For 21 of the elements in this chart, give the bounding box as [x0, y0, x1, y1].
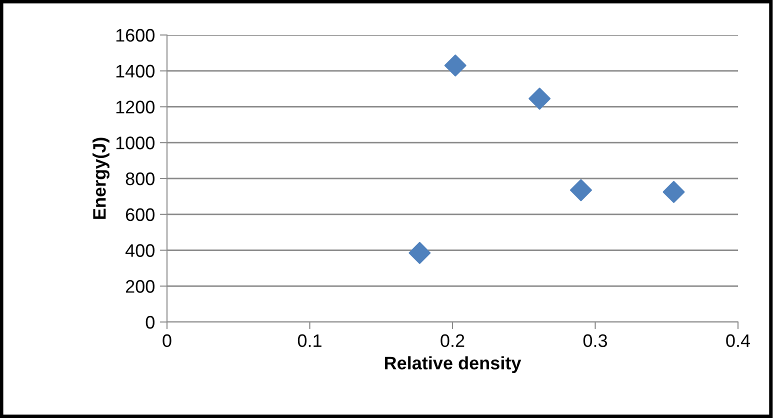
- x-tick-label: 0.2: [440, 334, 464, 348]
- x-axis-title: Relative density: [384, 356, 522, 374]
- y-tick-label: 1600: [116, 28, 154, 42]
- x-tick-label: 0: [162, 334, 172, 348]
- y-tick-label: 1200: [116, 100, 154, 114]
- y-tick-label: 400: [125, 244, 154, 257]
- x-tick-label: 0.1: [298, 334, 322, 348]
- point: [408, 242, 431, 264]
- y-tick-label: 0: [146, 316, 154, 329]
- x-tick-label: 0.4: [726, 334, 750, 348]
- y-tick-label: 800: [126, 172, 154, 186]
- point: [570, 179, 592, 202]
- y-axis-title: Energy(J): [92, 138, 110, 219]
- point: [444, 54, 466, 76]
- y-tick-label: 1400: [116, 64, 154, 78]
- point: [528, 88, 551, 110]
- y-tick-label: 1000: [116, 136, 154, 150]
- point: [662, 180, 685, 203]
- y-tick-label: 200: [126, 280, 154, 293]
- y-tick-label: 600: [126, 208, 154, 222]
- x-tick-label: 0.3: [583, 334, 608, 348]
